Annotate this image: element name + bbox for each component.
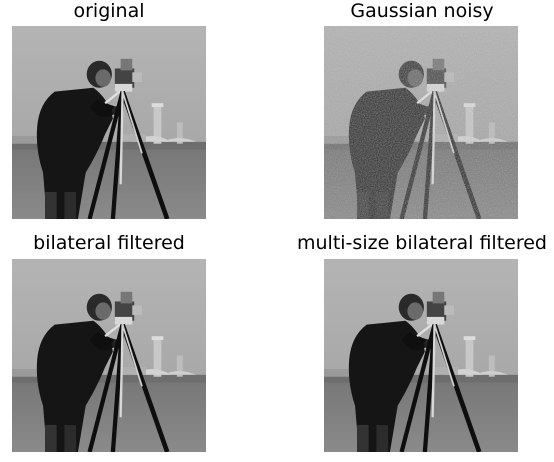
panel-title: original: [73, 0, 145, 22]
cameraman-image-gaussian-noisy: [324, 26, 518, 219]
cameraman-image-original: [12, 26, 206, 219]
panel-title: multi-size bilateral filtered: [297, 232, 547, 254]
panel-title: bilateral filtered: [33, 232, 185, 254]
panel-title: Gaussian noisy: [350, 0, 494, 22]
cameraman-image-multi-size-bilateral-filtered: [324, 259, 518, 452]
cameraman-image-bilateral-filtered: [12, 259, 206, 452]
